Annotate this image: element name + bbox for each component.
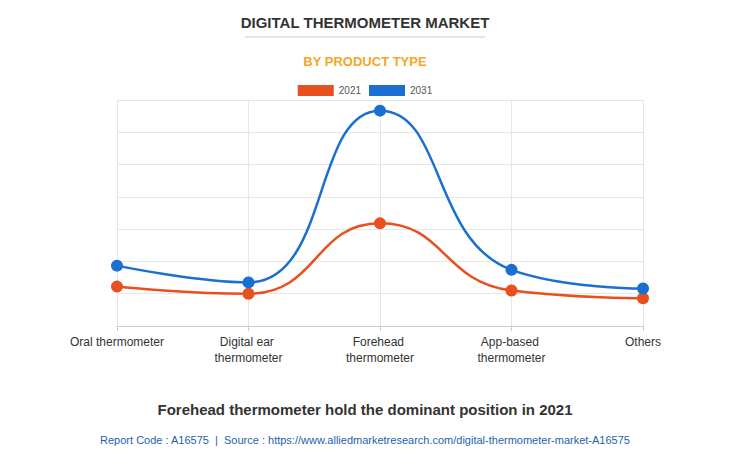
svg-text:App-based: App-based [481, 335, 542, 349]
svg-text:Forehead thermometer hold the: Forehead thermometer hold the dominant p… [157, 401, 572, 418]
svg-text:Digital ear: Digital ear [220, 335, 277, 349]
svg-text:BY PRODUCT TYPE: BY PRODUCT TYPE [303, 54, 427, 69]
svg-text:Others: Others [625, 335, 661, 349]
svg-text:2021: 2021 [339, 85, 362, 96]
svg-text:DIGITAL THERMOMETER MARKET: DIGITAL THERMOMETER MARKET [241, 14, 490, 31]
svg-text:Oral thermometer: Oral thermometer [70, 335, 164, 349]
svg-text:Report Code : A16575 | Sourc: Report Code : A16575 | Source : https://… [100, 434, 630, 446]
svg-text:Forehead: Forehead [353, 335, 408, 349]
svg-text:thermometer: thermometer [214, 351, 282, 365]
svg-text:thermometer: thermometer [477, 351, 545, 365]
svg-text:thermometer: thermometer [346, 351, 414, 365]
svg-text:2031: 2031 [410, 85, 433, 96]
